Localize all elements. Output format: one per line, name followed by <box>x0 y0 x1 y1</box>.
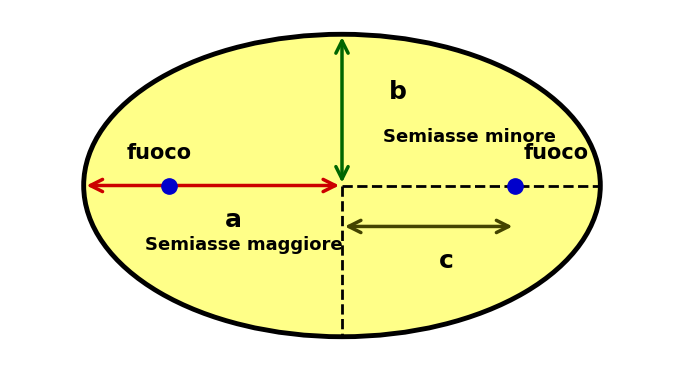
Text: Semiasse minore: Semiasse minore <box>383 128 556 146</box>
Text: fuoco: fuoco <box>127 144 192 164</box>
Text: c: c <box>438 249 453 273</box>
Text: a: a <box>225 207 242 232</box>
Text: fuoco: fuoco <box>524 144 589 164</box>
Text: b: b <box>389 80 407 104</box>
Text: Semiasse maggiore: Semiasse maggiore <box>145 236 343 254</box>
Ellipse shape <box>83 34 601 337</box>
